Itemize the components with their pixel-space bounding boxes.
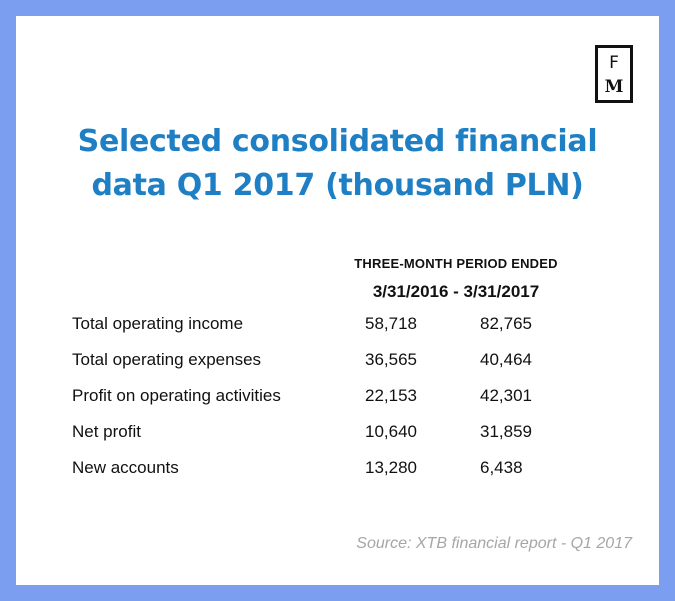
table-row: Total operating income 58,718 82,765 — [72, 312, 592, 348]
row-label: Total operating expenses — [72, 350, 262, 369]
fm-logo: F M — [595, 45, 633, 103]
value-2017: 42,301 — [480, 386, 532, 405]
logo-letter-f: F — [609, 53, 619, 73]
row-label: Total operating income — [72, 314, 244, 333]
period-label: THREE-MONTH PERIOD ENDED — [354, 256, 558, 271]
period-dates: 3/31/2016 - 3/31/2017 — [372, 282, 540, 301]
logo-letter-m: M — [604, 77, 624, 97]
value-2016: 58,718 — [365, 314, 417, 333]
table-row: Total operating expenses 36,565 40,464 — [72, 348, 592, 384]
row-label: New accounts — [72, 458, 179, 477]
value-2016: 10,640 — [365, 422, 417, 441]
row-label: Net profit — [72, 422, 141, 441]
value-2017: 40,464 — [480, 350, 532, 369]
value-2017: 31,859 — [480, 422, 532, 441]
value-2016: 22,153 — [365, 386, 417, 405]
value-2016: 13,280 — [365, 458, 417, 477]
row-label: Profit on operating activities — [72, 386, 281, 405]
table-row: Profit on operating activities 22,153 42… — [72, 384, 592, 420]
source-note: Source: XTB financial report - Q1 2017 — [356, 535, 632, 552]
value-2016: 36,565 — [365, 350, 417, 369]
value-2017: 82,765 — [480, 314, 532, 333]
title-line-2: data Q1 2017 (thousand PLN) — [91, 168, 584, 203]
financial-table: Total operating income 58,718 82,765 Tot… — [72, 312, 592, 492]
table-row: Net profit 10,640 31,859 — [72, 420, 592, 456]
page-title: Selected consolidated financial data Q1 … — [16, 120, 659, 208]
table-row: New accounts 13,280 6,438 — [72, 456, 592, 492]
title-line-1: Selected consolidated financial — [77, 124, 598, 159]
infographic-card: F M Selected consolidated financial data… — [16, 16, 659, 585]
value-2017: 6,438 — [480, 458, 523, 477]
